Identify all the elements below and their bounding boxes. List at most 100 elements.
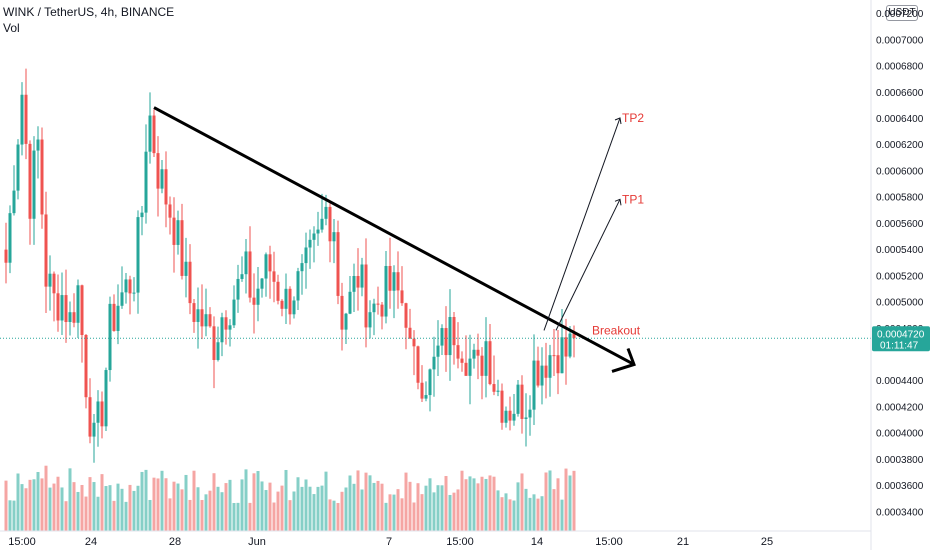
volume-bar: [164, 478, 168, 531]
volume-bar: [404, 472, 408, 531]
volume-bar: [520, 473, 524, 531]
price-tick-label: 0.0006600: [876, 88, 924, 99]
candle: [192, 299, 196, 333]
candle-body: [556, 355, 560, 374]
candle: [356, 248, 360, 311]
price-axis[interactable]: 0.0003400 0.0003600 0.0003800 0.0004000 0.00…: [876, 9, 924, 518]
candle: [380, 302, 384, 330]
volume-bar: [336, 502, 340, 531]
candle: [332, 219, 336, 264]
price-tick-label: 0.0006200: [876, 140, 924, 151]
candle: [156, 136, 160, 217]
volume-bar: [288, 500, 292, 531]
volume-bar: [72, 482, 76, 531]
volume-bar: [544, 472, 548, 531]
price-tick-label: 0.0004400: [876, 376, 924, 387]
candle: [84, 333, 88, 409]
candle-body: [296, 271, 300, 301]
volume-bar: [348, 475, 352, 531]
volume-bar: [572, 470, 576, 531]
volume-bar: [156, 478, 160, 531]
candle-body: [72, 312, 76, 323]
candle-body: [60, 295, 64, 321]
trendline-drawing[interactable]: [153, 106, 636, 373]
candle: [516, 379, 520, 417]
candle-body: [96, 401, 100, 423]
volume-bar: [552, 489, 556, 531]
candle: [400, 266, 404, 306]
candle: [164, 151, 168, 228]
volume-bar: [312, 494, 316, 531]
candle: [520, 375, 524, 434]
volume-bar: [244, 469, 248, 531]
resistance-trendline[interactable]: [153, 106, 635, 366]
candle: [456, 322, 460, 369]
volume-bar: [476, 483, 480, 531]
candle-body: [196, 309, 200, 322]
candle: [120, 266, 124, 309]
candle-body: [372, 303, 376, 313]
candle-body: [572, 333, 576, 339]
candle: [12, 165, 16, 216]
volume-bar: [168, 498, 172, 531]
currency-button[interactable]: USDT: [886, 5, 918, 21]
candle-body: [240, 274, 244, 279]
time-tick-label: 14: [531, 536, 543, 548]
candle: [372, 298, 376, 336]
target-arrowhead: [614, 117, 622, 125]
candle-body: [32, 150, 36, 219]
candle: [312, 226, 316, 263]
volume-bar: [140, 471, 144, 531]
candle-body: [80, 285, 84, 336]
candle: [244, 238, 248, 294]
volume-bar: [556, 478, 560, 531]
volume-bar: [180, 489, 184, 531]
time-axis[interactable]: 15:00 24 28 Jun 7 15:00 14 15:00 21 25: [8, 536, 773, 548]
volume-bar: [496, 490, 500, 531]
candle-body: [188, 261, 192, 304]
candle-body: [396, 272, 400, 291]
candle-body: [340, 295, 344, 330]
candle: [292, 296, 296, 319]
candle-body: [452, 316, 456, 346]
candle-body: [516, 384, 520, 414]
volume-bar: [32, 479, 36, 531]
candle: [432, 336, 436, 397]
annotation-breakout: Breakout: [592, 323, 641, 337]
volume-bar: [212, 473, 216, 531]
candle-body: [432, 356, 436, 370]
price-tick-label: 0.0007200: [876, 9, 924, 20]
candle-body: [292, 300, 296, 315]
volume-bar: [232, 502, 236, 531]
volume-bar: [120, 488, 124, 531]
candle-body: [100, 401, 104, 427]
candle-body: [40, 139, 44, 215]
candle: [252, 273, 256, 334]
candle-body: [480, 355, 484, 376]
candle-body: [264, 254, 268, 279]
price-tick-label: 0.0005600: [876, 219, 924, 230]
volume-bar: [264, 490, 268, 531]
volume-bar: [396, 489, 400, 531]
candle-body: [48, 273, 52, 287]
candle: [524, 393, 528, 447]
candle: [160, 159, 164, 194]
candle: [196, 287, 200, 349]
volume-bar: [260, 481, 264, 531]
candle-body: [504, 410, 508, 423]
candle-body: [416, 346, 420, 383]
candle: [544, 342, 548, 399]
price-tick-label: 0.0007000: [876, 35, 924, 46]
volume-bar: [464, 479, 468, 531]
candle-body: [356, 276, 360, 288]
volume-bar: [440, 485, 444, 531]
candle-body: [104, 370, 108, 427]
candle: [408, 308, 412, 339]
volume-bar: [448, 494, 452, 531]
candle-body: [360, 264, 364, 288]
candle-body: [244, 251, 248, 275]
candle-body: [352, 276, 356, 292]
candle-body: [468, 358, 472, 376]
